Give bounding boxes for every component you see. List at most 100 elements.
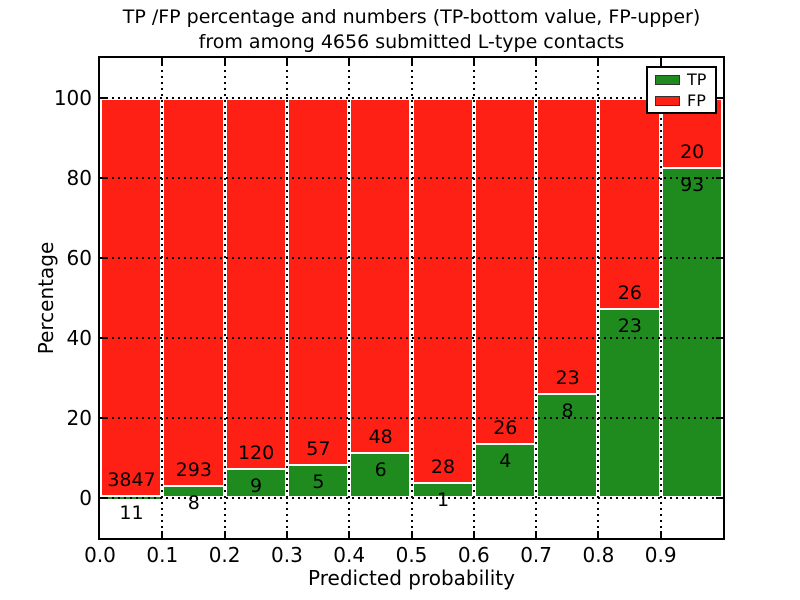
- y-tick-mark: [100, 97, 107, 99]
- bar-tp-segment: [349, 453, 412, 498]
- x-tick-mark: [285, 531, 288, 538]
- x-tick-label: 0.2: [208, 543, 241, 567]
- bar-tp-segment: [536, 394, 599, 498]
- y-tick-mark-right: [716, 177, 723, 179]
- bar-tp-segment: [598, 310, 661, 498]
- x-tick-mark-top: [223, 58, 226, 65]
- gridline-x: [223, 58, 226, 538]
- bar-fp-segment: [411, 98, 474, 485]
- legend-label-tp: TP: [687, 69, 707, 89]
- x-tick-mark: [472, 531, 475, 538]
- gridline-x: [161, 58, 164, 538]
- x-tick-mark-top: [410, 58, 413, 65]
- legend-item-fp: FP: [655, 90, 708, 110]
- bar-fp-segment: [286, 98, 350, 466]
- bar-label-tp: 11: [119, 501, 144, 524]
- legend-item-tp: TP: [655, 69, 708, 89]
- x-tick-label: 0.7: [520, 543, 552, 567]
- legend: TP FP: [646, 66, 717, 114]
- gridline-x: [472, 58, 475, 538]
- bar-fp-segment: [598, 98, 661, 311]
- y-tick-label: 0: [79, 486, 92, 510]
- bar-label-fp: 120: [237, 442, 275, 465]
- x-tick-label: 0.0: [84, 543, 116, 567]
- gridline-x: [659, 58, 662, 538]
- bar-label-tp: 8: [187, 492, 200, 515]
- x-tick-mark-top: [285, 58, 288, 65]
- gridline-y: [100, 417, 723, 419]
- gridline-y: [100, 337, 723, 339]
- bar-fp-segment: [349, 98, 412, 454]
- bar-label-tp: 9: [250, 475, 263, 498]
- x-tick-mark-top: [535, 58, 538, 65]
- bar-fp-segment: [473, 98, 537, 445]
- x-tick-mark-top: [659, 58, 662, 65]
- gridline-x: [535, 58, 538, 538]
- y-tick-label: 80: [66, 166, 92, 190]
- gridline-y: [100, 257, 723, 259]
- y-tick-mark-right: [716, 257, 723, 259]
- x-tick-mark-top: [161, 58, 164, 65]
- legend-swatch-fp-icon: [655, 95, 680, 106]
- bar-label-fp: 293: [175, 459, 212, 482]
- x-tick-mark: [597, 531, 600, 538]
- plot-area: TP FP 3847 11 293 8 120 9 57 5 48 6 28 1 26 4 23 8 26 23 2…: [98, 56, 725, 540]
- gridline-y: [100, 177, 723, 179]
- gridline-y: [100, 97, 723, 99]
- bar-tp-segment: [286, 465, 350, 498]
- bar-fp-segment: [100, 98, 163, 497]
- y-tick-mark-right: [716, 337, 723, 339]
- y-tick-label: 60: [66, 246, 92, 270]
- chart-title-line1: TP /FP percentage and numbers (TP-bottom…: [122, 6, 701, 28]
- bar-label-fp: 23: [555, 366, 580, 389]
- bar-label-tp: 5: [312, 470, 325, 493]
- x-tick-mark: [161, 531, 164, 538]
- gridline-y: [100, 497, 723, 499]
- x-tick-mark: [535, 531, 538, 538]
- y-tick-mark-right: [716, 497, 723, 499]
- bar-label-tp: 4: [499, 449, 512, 472]
- bar-label-fp: 20: [680, 140, 705, 163]
- gridline-x: [348, 58, 351, 538]
- y-tick-mark-right: [716, 97, 723, 99]
- legend-label-fp: FP: [687, 90, 706, 110]
- y-tick-label: 20: [66, 406, 92, 430]
- bar-label-tp: 93: [680, 173, 705, 196]
- x-tick-mark: [348, 531, 351, 538]
- bar-label-fp: 26: [493, 416, 518, 439]
- x-tick-label: 0.8: [582, 543, 615, 567]
- x-tick-label: 0.4: [333, 543, 366, 567]
- bar-fp-segment: [224, 98, 287, 471]
- x-axis-label: Predicted probability: [308, 566, 515, 590]
- chart-title: TP /FP percentage and numbers (TP-bottom…: [100, 5, 723, 55]
- bar-label-fp: 57: [306, 437, 331, 460]
- bar-label-fp: 26: [617, 282, 642, 305]
- bar-fp-segment: [162, 98, 225, 488]
- bar-fp-segment: [536, 98, 599, 395]
- x-tick-label: 0.6: [457, 543, 490, 567]
- y-tick-label: 100: [53, 86, 92, 110]
- y-tick-mark: [100, 337, 107, 339]
- x-tick-mark-top: [597, 58, 600, 65]
- y-tick-mark: [100, 497, 107, 499]
- y-tick-mark: [100, 417, 107, 419]
- bar-label-tp: 1: [436, 489, 450, 512]
- bar-label-tp: 6: [374, 458, 387, 481]
- bar-tp-segment: [473, 444, 537, 498]
- x-tick-label: 0.5: [395, 543, 428, 567]
- y-tick-mark: [100, 257, 107, 259]
- x-tick-mark-top: [348, 58, 351, 65]
- bar-label-tp: 23: [617, 315, 642, 338]
- y-tick-mark: [100, 177, 107, 179]
- gridline-x: [410, 58, 413, 538]
- bar-label-fp: 3847: [107, 468, 156, 491]
- bar-tp-segment: [224, 470, 287, 498]
- bar-label-tp: 8: [561, 399, 574, 422]
- bar-label-fp: 28: [430, 456, 456, 479]
- x-tick-label: 0.1: [146, 543, 179, 567]
- x-tick-label: 0.9: [644, 543, 677, 567]
- x-tick-label: 0.3: [270, 543, 303, 567]
- legend-swatch-tp-icon: [655, 74, 680, 85]
- y-tick-mark-right: [716, 417, 723, 419]
